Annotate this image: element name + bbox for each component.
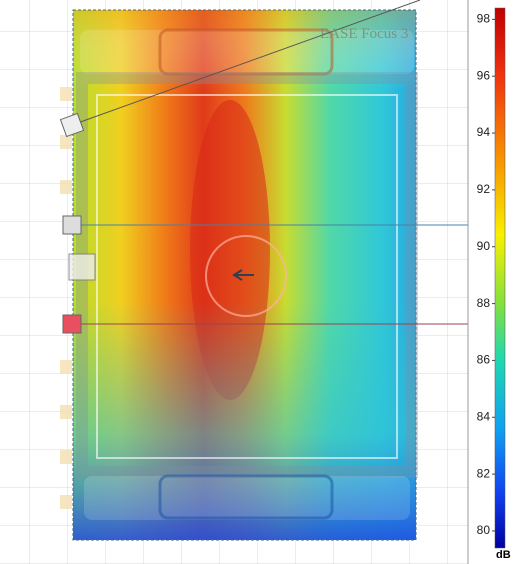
colorbar-tick-label: 92 — [477, 182, 491, 196]
colorbar-tick-label: 94 — [477, 125, 491, 139]
colorbar-unit: dB — [496, 549, 511, 561]
probe-lines — [59, 0, 468, 334]
colorbar — [494, 7, 506, 549]
colorbar-tick-label: 82 — [477, 466, 491, 480]
colorbar-tick-label: 90 — [477, 239, 491, 253]
colorbar-tick-label: 86 — [477, 353, 491, 367]
colorbar-tick-label: 80 — [477, 523, 491, 537]
colorbar-tick-label: 96 — [477, 68, 491, 82]
seat-markers — [60, 87, 72, 509]
colorbar-tick-label: 98 — [477, 12, 491, 26]
colorbar-panel — [468, 0, 516, 564]
colorbar-tick-label: 84 — [477, 409, 491, 423]
colorbar-tick-label: 88 — [477, 296, 491, 310]
watermark: EASE Focus 3 — [320, 26, 408, 42]
